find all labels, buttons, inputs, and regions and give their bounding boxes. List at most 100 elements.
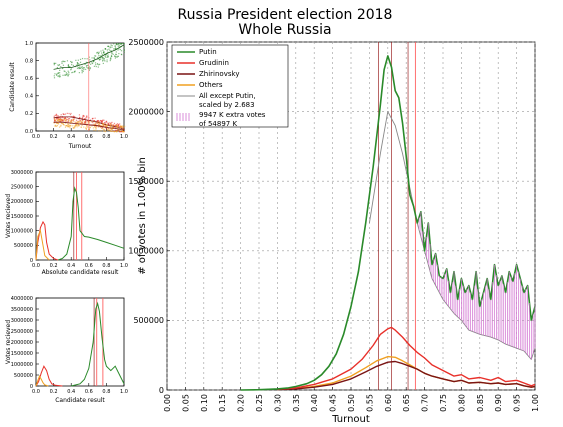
scatter-point — [110, 55, 113, 58]
scatter-point — [62, 117, 64, 119]
scatter-point — [116, 48, 118, 50]
scatter-point — [120, 125, 122, 127]
scatter-point — [113, 48, 115, 50]
scatter-point — [110, 128, 112, 130]
scatter-point — [101, 125, 103, 127]
scatter-point — [56, 120, 59, 122]
scatter-point — [59, 118, 61, 120]
scatter-point — [119, 46, 121, 48]
scatter-point — [69, 121, 71, 123]
scatter-point — [85, 128, 88, 130]
scatter-point — [75, 123, 78, 125]
scatter-point — [84, 118, 86, 120]
scatter-point — [81, 121, 83, 123]
scatter-point — [103, 51, 105, 54]
chart-title-line1: Russia President election 2018 — [177, 7, 393, 23]
scatter-point — [91, 62, 93, 64]
legend-box — [171, 44, 289, 128]
scatter-point — [99, 126, 102, 128]
scatter-point — [73, 127, 75, 129]
scatter-point — [67, 64, 70, 67]
scatter-point — [94, 117, 96, 119]
scatter-point — [101, 54, 103, 56]
y-tick-label: 500000 — [14, 373, 33, 379]
scatter-point — [99, 119, 102, 122]
scatter-point — [115, 131, 117, 133]
scatter-point — [116, 129, 118, 131]
x-tick-label: 0.6 — [85, 389, 93, 395]
scatter-point — [61, 61, 63, 63]
scatter-point — [105, 124, 108, 126]
scatter-point — [121, 43, 123, 45]
scatter-point — [114, 125, 116, 127]
scatter-point — [81, 116, 84, 118]
scatter-point — [112, 130, 114, 132]
scatter-point — [56, 74, 58, 76]
scatter-trend-others — [53, 121, 125, 131]
scatter-point — [99, 124, 101, 126]
scatter-point — [69, 122, 72, 125]
x-tick-label: 0.55 — [365, 394, 374, 412]
scatter-point — [82, 116, 84, 118]
scatter-point — [118, 52, 120, 55]
scatter-point — [54, 125, 56, 127]
scatter-point — [116, 125, 118, 127]
scatter-point — [90, 121, 92, 123]
scatter-point — [101, 56, 103, 59]
scatter-point — [89, 120, 91, 122]
scatter-point — [119, 126, 121, 128]
scatter-point — [117, 125, 119, 127]
scatter-point — [101, 123, 104, 125]
scatter-point — [55, 119, 57, 121]
scatter-point — [72, 122, 74, 124]
scatter-point — [84, 127, 87, 129]
scatter-point — [118, 48, 120, 50]
scatter-point — [70, 125, 72, 127]
scatter-point — [95, 64, 97, 66]
scatter-point — [111, 121, 113, 124]
scatter-point — [61, 116, 63, 119]
scatter-point — [60, 124, 62, 126]
scatter-point — [112, 124, 114, 126]
scatter-point — [107, 128, 109, 130]
scatter-point — [72, 119, 75, 121]
scatter-point — [84, 122, 86, 124]
scatter-point — [119, 46, 121, 48]
scatter-point — [53, 75, 55, 77]
scatter-point — [67, 123, 69, 126]
scatter-point — [56, 124, 58, 127]
scatter-point — [98, 124, 100, 127]
scatter-point — [75, 125, 77, 127]
scatter-point — [109, 123, 111, 126]
scatter-point — [55, 116, 57, 119]
scatter-point — [69, 127, 71, 129]
scatter-point — [64, 120, 66, 122]
scatter-point — [104, 48, 107, 50]
scatter-point — [88, 68, 90, 70]
scatter-point — [70, 69, 72, 71]
scatter-point — [114, 47, 117, 49]
scatter-point — [57, 75, 59, 78]
scatter-point — [113, 122, 116, 125]
scatter-point — [80, 122, 83, 124]
scatter-point — [87, 121, 89, 123]
scatter-point — [64, 113, 67, 115]
scatter-point — [122, 130, 124, 132]
scatter-point — [102, 123, 104, 125]
scatter-point — [117, 49, 119, 51]
scatter-point — [93, 129, 95, 131]
scatter-point — [102, 126, 105, 128]
x-tick-label: 0.2 — [50, 389, 58, 395]
scatter-point — [68, 112, 70, 115]
scatter-point — [102, 125, 104, 128]
rel-series-others — [35, 374, 49, 387]
series-line-others — [277, 355, 536, 391]
scatter-point — [73, 115, 75, 118]
scatter-point — [81, 123, 83, 125]
scatter-point — [70, 121, 73, 123]
scatter-point — [116, 125, 118, 127]
scatter-point — [97, 120, 99, 122]
scatter-point — [73, 117, 75, 119]
scatter-point — [93, 60, 95, 62]
scatter-point — [68, 119, 70, 122]
